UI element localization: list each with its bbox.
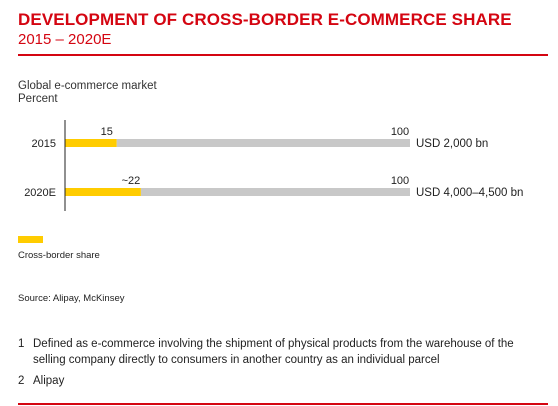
value-label-total-2015: 100 xyxy=(391,126,409,138)
category-label-2020E: 2020E xyxy=(24,187,56,199)
footnotes: 1 Defined as e-commerce involving the sh… xyxy=(18,336,548,394)
legend-label-cross-border: Cross-border share xyxy=(18,250,100,261)
legend-swatch-cross-border xyxy=(18,236,43,243)
market-size-label-2015: USD 2,000 bn xyxy=(416,138,488,150)
footnote-2: 2 Alipay xyxy=(18,373,548,389)
footnote-1: 1 Defined as e-commerce involving the sh… xyxy=(18,336,548,368)
source-note: Source: Alipay, McKinsey xyxy=(18,293,125,304)
y-axis-label: Global e-commerce market xyxy=(18,80,157,92)
footnote-number: 2 xyxy=(18,375,25,387)
value-label-total-2020E: 100 xyxy=(391,175,409,187)
footnote-number: 1 xyxy=(18,338,25,350)
bar-chart: 2015 15 100 USD 2,000 bn 2020E ~22 100 USD 4,00… xyxy=(24,120,523,211)
legend: Cross-border share xyxy=(18,236,100,261)
y-axis-description: Global e-commerce market Percent xyxy=(18,80,157,106)
bottom-divider xyxy=(18,403,548,405)
bar-cross-border-2015 xyxy=(65,139,117,147)
value-label-cross-border-2015: 15 xyxy=(101,126,113,138)
footnote-text: Alipay xyxy=(33,375,65,387)
top-divider xyxy=(18,54,548,56)
value-label-cross-border-2020E: ~22 xyxy=(122,175,141,187)
bar-domestic-2015 xyxy=(116,139,410,147)
market-size-label-2020E: USD 4,000–4,500 bn xyxy=(416,187,523,199)
footnote-text: Defined as e-commerce involving the ship… xyxy=(33,338,514,366)
category-label-2015: 2015 xyxy=(32,138,56,150)
y-axis-unit: Percent xyxy=(18,93,58,105)
chart-title: DEVELOPMENT OF CROSS-BORDER E-COMMERCE S… xyxy=(18,10,512,29)
chart-subtitle: 2015 – 2020E xyxy=(18,31,112,48)
bar-domestic-2020E xyxy=(140,188,410,196)
bar-cross-border-2020E xyxy=(65,188,141,196)
